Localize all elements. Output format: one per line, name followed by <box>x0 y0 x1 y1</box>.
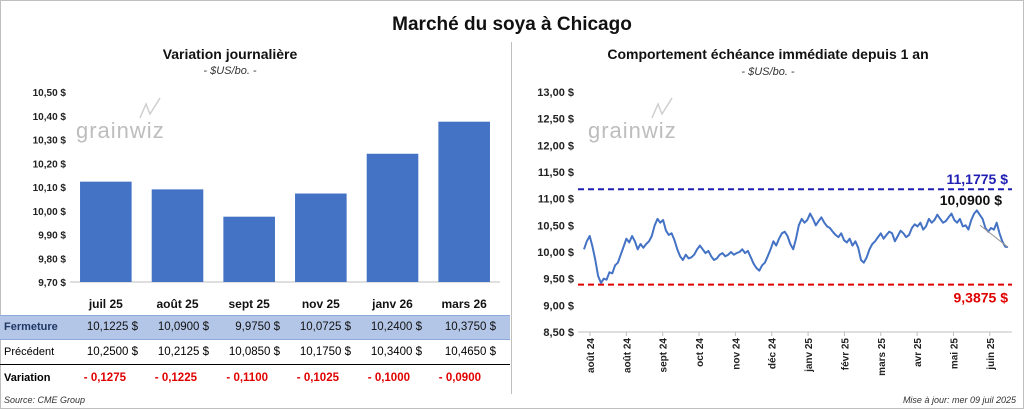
bar-y-tick-label: 9,90 $ <box>38 231 66 242</box>
high-reference-label: 11,1775 $ <box>946 171 1008 187</box>
bar-y-tick-label: 9,80 $ <box>38 254 66 265</box>
bar-y-tick-label: 10,50 $ <box>33 88 67 99</box>
previous-cell: 10,4650 $ <box>444 346 496 358</box>
bar-x-tick-label: août 25 <box>156 297 198 311</box>
bar-sept-25 <box>223 216 275 282</box>
close-cell: 10,0900 $ <box>157 321 209 333</box>
table-row-variation: Variation - 0,1275 - 0,1225 - 0,1100 - 0… <box>0 367 510 390</box>
bar-x-tick-label: sept 25 <box>228 297 270 311</box>
right-panel-subtitle: - $US/bo. - <box>741 66 795 78</box>
previous-cell: 10,0850 $ <box>228 346 280 358</box>
bar-x-tick-label: juil 25 <box>88 297 123 311</box>
table-row-close: Fermeture 10,1225 $ 10,0900 $ 9,9750 $ 1… <box>0 315 510 340</box>
update-note: Mise à jour: mer 09 juil 2025 <box>902 395 1016 405</box>
bar-y-tick-label: 10,30 $ <box>33 136 67 147</box>
line-y-tick-label: 8,50 $ <box>543 327 574 339</box>
bar-x-tick-label: janv 26 <box>371 297 413 311</box>
previous-cell: 10,1750 $ <box>299 346 351 358</box>
close-cell: 10,1225 $ <box>86 321 138 333</box>
variation-cell: - 0,1000 <box>367 372 410 384</box>
line-y-tick-label: 9,50 $ <box>543 274 574 286</box>
close-cell: 9,9750 $ <box>235 321 280 333</box>
previous-label: Précédent <box>4 346 55 358</box>
line-x-tick-label: janv 25 <box>804 338 815 373</box>
line-x-tick-label: sept 24 <box>659 338 670 373</box>
line-x-tick-label: févr 25 <box>840 338 851 371</box>
variation-cell: - 0,1100 <box>226 372 268 384</box>
close-cell: 10,2400 $ <box>370 321 422 333</box>
bar-y-tick-label: 10,10 $ <box>33 183 67 194</box>
bar-août-25 <box>151 189 204 282</box>
bar-x-tick-label: nov 25 <box>302 297 340 311</box>
line-x-tick-label: déc 24 <box>768 338 779 370</box>
grainwiz-logo-right: grainwiz <box>588 118 677 143</box>
logo-right-mark <box>651 97 673 119</box>
right-panel-title: Comportement échéance immédiate depuis 1… <box>607 46 929 62</box>
price-series-line <box>583 209 1009 284</box>
bar-nov-25 <box>295 193 347 282</box>
logo-left-mark <box>139 97 161 119</box>
line-y-tick-label: 12,50 $ <box>537 114 574 126</box>
line-x-tick-label: mars 25 <box>877 338 888 376</box>
bar-y-tick-label: 10,00 $ <box>33 207 67 218</box>
last-value-label: 10,0900 $ <box>940 192 1002 208</box>
variation-cell: - 0,1225 <box>154 372 197 384</box>
report-title: Marché du soya à Chicago <box>392 14 632 35</box>
line-x-tick-label: mai 25 <box>949 338 960 370</box>
grainwiz-logo-left: grainwiz <box>76 118 165 143</box>
line-x-tick-label: nov 24 <box>731 338 742 370</box>
variation-cell: - 0,1025 <box>296 372 339 384</box>
close-cell: 10,3750 $ <box>444 321 496 333</box>
close-cell: 10,0725 $ <box>299 321 351 333</box>
line-x-tick-label: oct 24 <box>695 338 706 367</box>
line-y-tick-label: 9,00 $ <box>543 300 574 312</box>
close-label: Fermeture <box>4 321 58 333</box>
low-reference-label: 9,3875 $ <box>954 290 1009 306</box>
source-note: Source: CME Group <box>4 395 86 405</box>
bar-x-tick-label: mars 26 <box>441 297 487 311</box>
line-y-tick-label: 11,50 $ <box>538 167 574 179</box>
line-y-tick-label: 11,00 $ <box>538 194 574 206</box>
previous-cell: 10,2125 $ <box>157 346 209 358</box>
variation-cell: - 0,1275 <box>83 372 126 384</box>
line-y-tick-label: 10,00 $ <box>537 247 574 259</box>
variation-cell: - 0,0900 <box>438 372 481 384</box>
previous-cell: 10,3400 $ <box>370 346 422 358</box>
previous-cell: 10,2500 $ <box>86 346 138 358</box>
bar-y-tick-label: 10,20 $ <box>33 159 67 170</box>
table-row-previous: Précédent 10,2500 $ 10,2125 $ 10,0850 $ … <box>0 341 510 365</box>
bar-mars-26 <box>438 121 490 282</box>
line-y-tick-label: 10,50 $ <box>537 220 574 232</box>
bar-janv-26 <box>366 153 419 282</box>
line-y-tick-label: 12,00 $ <box>537 140 574 152</box>
left-panel-title: Variation journalière <box>162 46 298 62</box>
line-x-tick-label: juin 25 <box>986 338 997 371</box>
bar-y-tick-label: 9,70 $ <box>38 278 66 289</box>
line-y-tick-label: 13,00 $ <box>537 87 574 99</box>
line-x-tick-label: avr 25 <box>913 338 924 367</box>
variation-label: Variation <box>4 372 51 384</box>
line-x-tick-label: août 24 <box>586 338 597 373</box>
last-value-leader <box>979 224 1009 248</box>
line-x-tick-label: août 24 <box>622 338 633 373</box>
panel-divider <box>511 42 512 394</box>
bar-y-tick-label: 10,40 $ <box>33 112 67 123</box>
left-panel-subtitle: - $US/bo. - <box>203 65 257 77</box>
bar-juil-25 <box>80 181 132 282</box>
